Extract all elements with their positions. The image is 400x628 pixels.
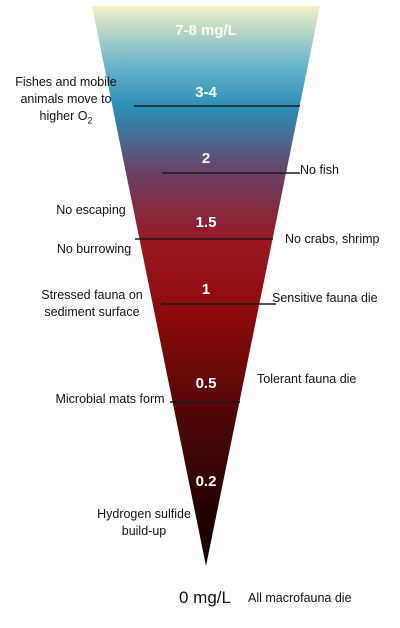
label-fishes-move: Fishes and mobile animals move to higher…: [4, 74, 128, 130]
label-fishes-line2: animals move to: [20, 92, 112, 106]
label-fishes-line3: higher O2: [4, 108, 128, 130]
label-microbial-mats: Microbial mats form: [55, 392, 165, 406]
inverted-triangle: [92, 6, 320, 566]
level-3-4: 3-4: [195, 84, 217, 101]
label-tolerant-fauna: Tolerant fauna die: [257, 372, 357, 386]
label-fishes-line3-sub: 2: [87, 115, 93, 126]
label-hydrogen-sulfide: Hydrogen sulfide build-up: [88, 506, 200, 540]
label-hydrogen-line2: build-up: [121, 524, 167, 538]
label-no-fish: No fish: [300, 163, 339, 177]
label-stressed-line2: sediment surface: [44, 305, 140, 319]
label-sensitive-fauna: Sensitive fauna die: [272, 291, 378, 305]
level-7-8: 7-8 mg/L: [175, 22, 237, 39]
level-0-2: 0.2: [195, 473, 217, 490]
label-no-escaping: No escaping: [56, 203, 126, 217]
label-stressed-fauna: Stressed fauna on sediment surface: [36, 287, 148, 321]
label-all-macrofauna: All macrofauna die: [248, 591, 352, 605]
label-no-crabs: No crabs, shrimp: [285, 232, 380, 246]
level-0: 0 mg/L: [179, 588, 231, 607]
label-hydrogen-line1: Hydrogen sulfide: [97, 507, 191, 521]
level-1: 1: [201, 281, 211, 298]
label-fishes-line3-base: higher O: [39, 109, 88, 123]
label-stressed-line1: Stressed fauna on: [41, 288, 143, 302]
level-0-5: 0.5: [195, 375, 217, 392]
label-fishes-line1: Fishes and mobile: [15, 75, 117, 89]
label-no-burrowing: No burrowing: [56, 242, 132, 256]
level-1-5: 1.5: [195, 214, 217, 231]
level-2: 2: [201, 150, 211, 167]
